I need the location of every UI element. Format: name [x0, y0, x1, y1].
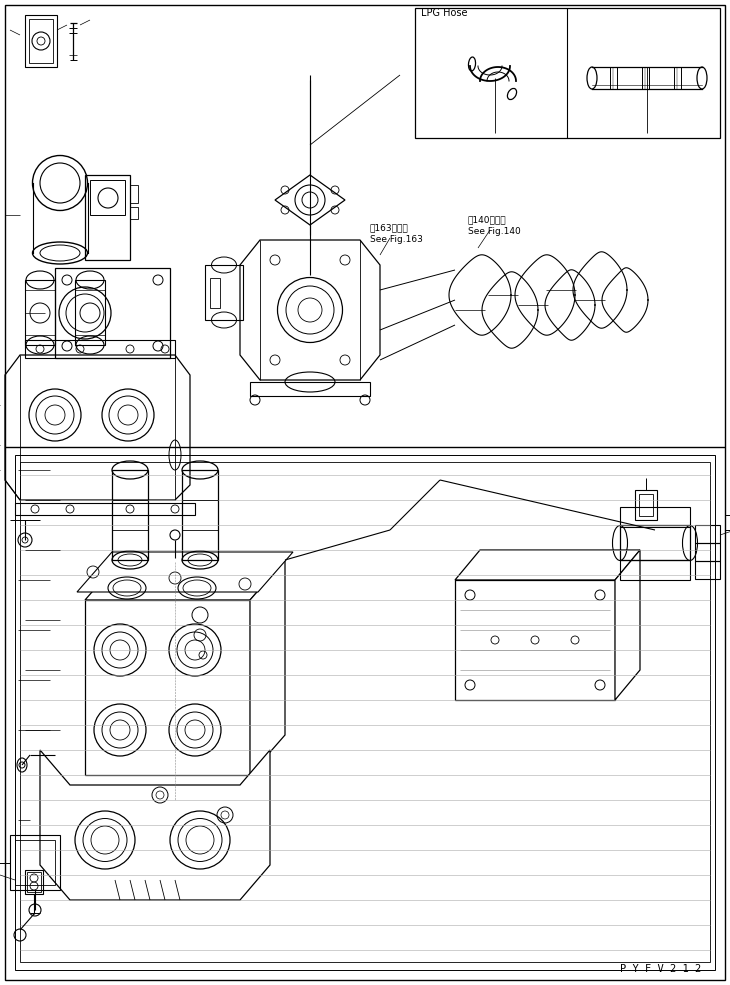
Bar: [250, 382, 370, 396]
Bar: [29, 19, 53, 63]
Bar: [20, 462, 710, 962]
Bar: [90, 180, 125, 215]
Bar: [415, 8, 720, 138]
Bar: [210, 278, 220, 308]
Polygon shape: [455, 550, 640, 580]
Polygon shape: [455, 580, 615, 700]
Bar: [205, 265, 243, 320]
Bar: [130, 207, 138, 219]
Bar: [642, 67, 649, 89]
Bar: [25, 280, 55, 345]
Bar: [620, 507, 690, 527]
Bar: [695, 543, 720, 561]
Text: 第140図参照: 第140図参照: [468, 215, 507, 224]
Bar: [25, 340, 175, 358]
Bar: [15, 840, 55, 885]
Bar: [620, 525, 690, 560]
Bar: [182, 470, 218, 560]
Bar: [10, 835, 60, 890]
Bar: [130, 185, 138, 203]
Bar: [725, 515, 730, 530]
Bar: [112, 470, 148, 560]
Text: See Fig.163: See Fig.163: [370, 235, 423, 244]
Polygon shape: [250, 560, 285, 775]
Bar: [674, 67, 681, 89]
Bar: [15, 455, 715, 970]
Bar: [15, 503, 195, 515]
Bar: [27, 872, 41, 892]
Polygon shape: [85, 600, 250, 775]
Bar: [25, 15, 57, 67]
Bar: [610, 67, 617, 89]
Text: P Y F V 2 1 2: P Y F V 2 1 2: [620, 964, 702, 974]
Bar: [55, 268, 170, 358]
Text: 第163図参照: 第163図参照: [370, 223, 409, 232]
Text: LPG Hose: LPG Hose: [421, 8, 467, 18]
Polygon shape: [77, 552, 293, 592]
Bar: [639, 494, 653, 516]
Text: See Fig.140: See Fig.140: [468, 227, 520, 236]
Bar: [695, 561, 720, 579]
Bar: [620, 560, 690, 580]
Polygon shape: [40, 750, 270, 900]
Polygon shape: [615, 550, 640, 700]
Bar: [85, 175, 130, 260]
Bar: [695, 525, 720, 543]
Bar: [25, 870, 43, 894]
Bar: [635, 490, 657, 520]
Bar: [75, 280, 105, 345]
Polygon shape: [85, 560, 285, 600]
